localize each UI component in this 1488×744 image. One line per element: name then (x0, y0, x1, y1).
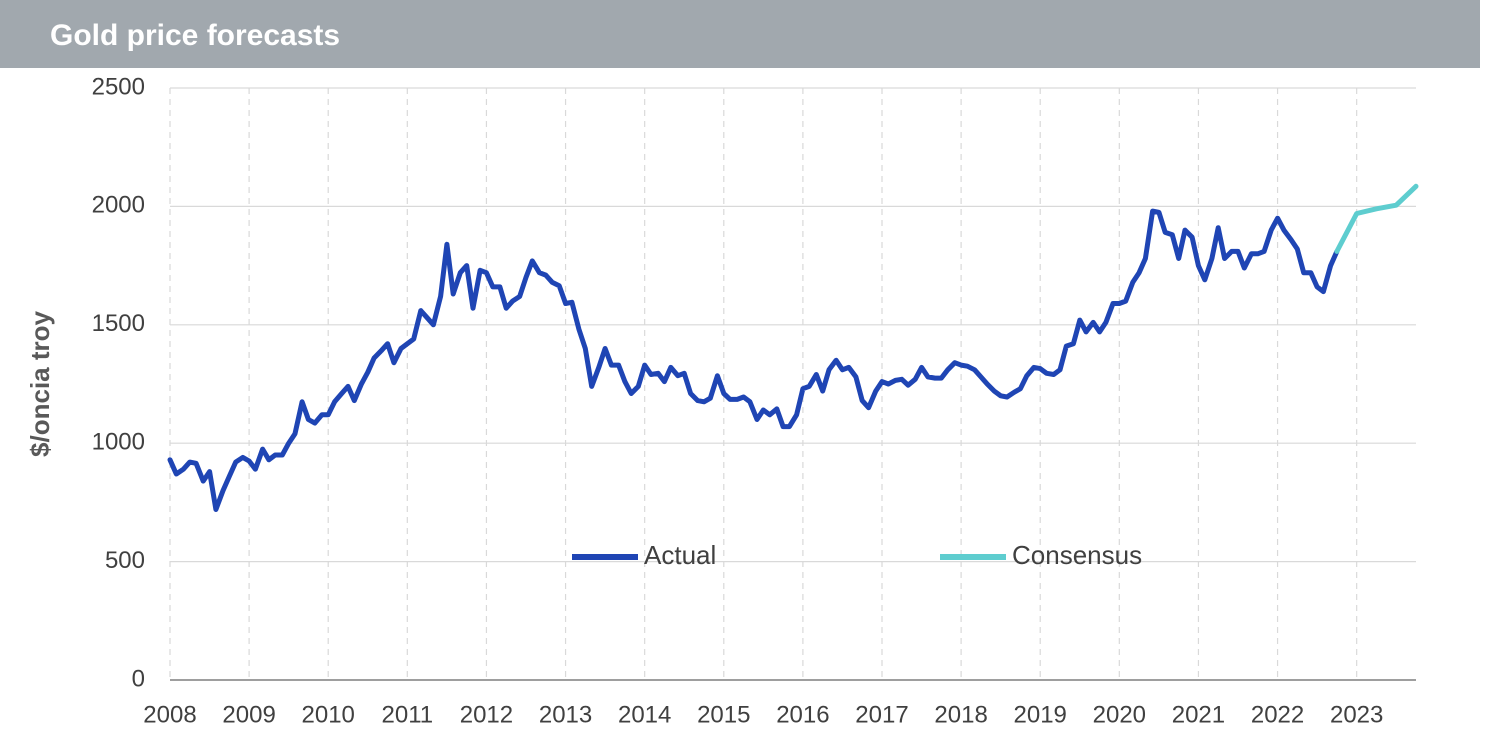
x-tick-label: 2017 (855, 701, 908, 728)
x-tick-label: 2015 (697, 701, 750, 728)
chart-title: Gold price forecasts (50, 19, 340, 52)
x-tick-label: 2023 (1330, 701, 1383, 728)
y-tick-label: 1500 (92, 310, 145, 337)
x-tick-label: 2016 (776, 701, 829, 728)
y-tick-label: 1000 (92, 429, 145, 456)
y-axis-label: $/oncia troy (25, 310, 55, 456)
title-bar (0, 0, 1480, 68)
series-line (167, 208, 1340, 512)
y-tick-label: 0 (132, 665, 145, 692)
legend-label: Consensus (1012, 540, 1142, 570)
x-tick-label: 2020 (1093, 701, 1146, 728)
x-tick-label: 2012 (460, 701, 513, 728)
y-tick-label: 2500 (92, 73, 145, 100)
x-tick-label: 2019 (1014, 701, 1067, 728)
x-tick-label: 2008 (143, 701, 196, 728)
x-tick-label: 2011 (382, 701, 434, 728)
x-tick-label: 2018 (934, 701, 987, 728)
x-tick-label: 2022 (1251, 701, 1304, 728)
x-tick-label: 2021 (1172, 701, 1225, 728)
x-tick-label: 2010 (302, 701, 355, 728)
x-tick-label: 2014 (618, 701, 671, 728)
y-tick-label: 500 (105, 547, 145, 574)
x-tick-label: 2009 (222, 701, 275, 728)
y-tick-label: 2000 (92, 192, 145, 219)
x-tick-label: 2013 (539, 701, 592, 728)
series-line (1334, 183, 1419, 254)
legend-label: Actual (644, 540, 716, 570)
